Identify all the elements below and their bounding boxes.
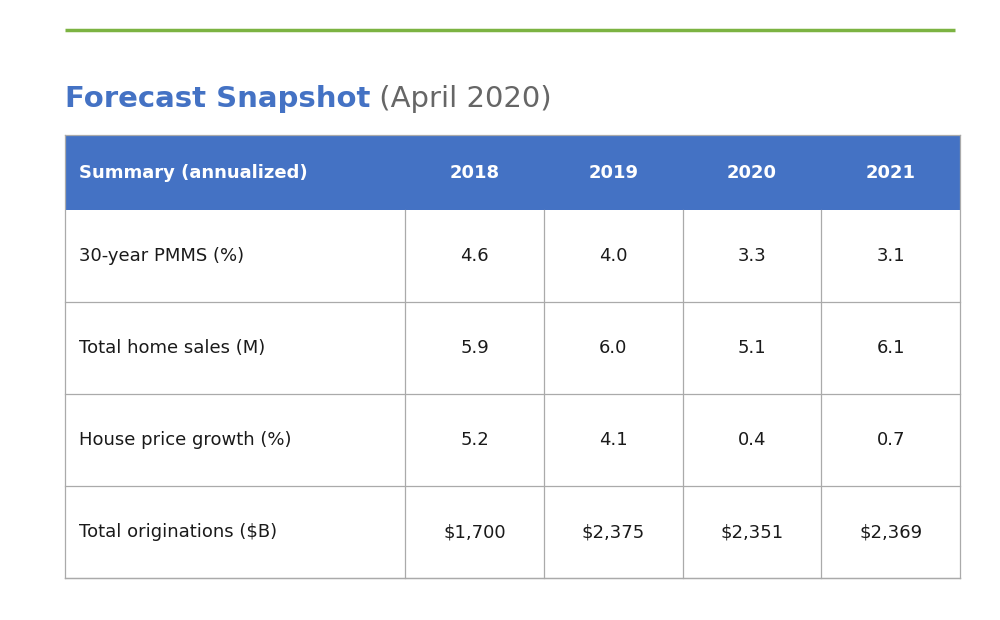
Text: 4.1: 4.1 <box>599 431 628 449</box>
Text: 30-year PMMS (%): 30-year PMMS (%) <box>79 247 244 265</box>
Text: $2,375: $2,375 <box>582 523 645 541</box>
Text: 6.1: 6.1 <box>876 339 905 357</box>
Text: 2020: 2020 <box>727 164 777 182</box>
Text: House price growth (%): House price growth (%) <box>79 431 292 449</box>
Text: 0.7: 0.7 <box>876 431 905 449</box>
Text: 4.6: 4.6 <box>460 247 489 265</box>
Text: Summary (annualized): Summary (annualized) <box>79 164 308 182</box>
Text: 2021: 2021 <box>866 164 916 182</box>
Text: Forecast Snapshot: Forecast Snapshot <box>65 85 370 113</box>
Text: 5.1: 5.1 <box>738 339 766 357</box>
Text: 2018: 2018 <box>449 164 500 182</box>
Text: 4.0: 4.0 <box>599 247 627 265</box>
Text: (April 2020): (April 2020) <box>370 85 552 113</box>
Text: $1,700: $1,700 <box>443 523 506 541</box>
Text: 3.1: 3.1 <box>876 247 905 265</box>
Text: $2,351: $2,351 <box>720 523 783 541</box>
Text: 5.9: 5.9 <box>460 339 489 357</box>
Text: 6.0: 6.0 <box>599 339 627 357</box>
Text: $2,369: $2,369 <box>859 523 922 541</box>
Text: 2019: 2019 <box>588 164 638 182</box>
Text: 0.4: 0.4 <box>738 431 766 449</box>
Text: Total originations ($B): Total originations ($B) <box>79 523 277 541</box>
Text: 3.3: 3.3 <box>738 247 766 265</box>
Text: Total home sales (M): Total home sales (M) <box>79 339 265 357</box>
Text: 5.2: 5.2 <box>460 431 489 449</box>
Bar <box>65 135 960 210</box>
